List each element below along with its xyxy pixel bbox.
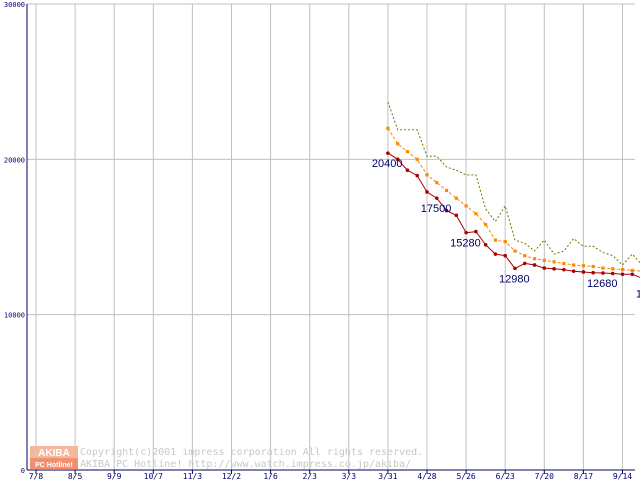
x-tick-label: 7/8 xyxy=(29,472,44,480)
min-price-point xyxy=(425,190,429,194)
x-tick-label: 11/3 xyxy=(183,472,202,480)
logo-bottom-text: PC Hotline! xyxy=(35,462,73,469)
y-tick-label: 10000 xyxy=(4,312,25,320)
min-price-point xyxy=(493,252,498,256)
avg-price-line xyxy=(387,128,640,272)
min-price-point xyxy=(581,270,586,274)
y-tick-label: 30000 xyxy=(4,1,25,9)
x-tick-label: 12/2 xyxy=(222,472,241,480)
min-price-point xyxy=(415,173,420,178)
avg-price-point xyxy=(464,204,468,208)
avg-price-point xyxy=(630,268,634,272)
x-tick-label: 3/3 xyxy=(342,472,357,480)
min-price-point xyxy=(562,267,566,272)
avg-price-point xyxy=(591,264,595,269)
min-price-point xyxy=(444,208,449,213)
min-price-point xyxy=(513,266,517,271)
avg-price-point xyxy=(493,238,498,242)
min-price-point xyxy=(395,157,400,162)
x-tick-label: 6/23 xyxy=(496,472,515,480)
x-tick-label: 10/7 xyxy=(144,472,163,480)
x-tick-label: 8/17 xyxy=(574,472,593,480)
min-price-point xyxy=(464,230,468,235)
avg-price-point xyxy=(396,142,400,146)
min-price-point xyxy=(405,168,410,173)
avg-price-point xyxy=(415,157,419,161)
avg-price-point xyxy=(513,249,517,253)
min-price-point xyxy=(620,272,625,277)
avg-price-point xyxy=(503,240,507,244)
min-price-point xyxy=(601,271,605,275)
x-tick-label: 9/9 xyxy=(107,472,122,480)
min-price-point xyxy=(386,151,390,155)
x-tick-label: 7/20 xyxy=(535,472,554,480)
min-price-point xyxy=(571,269,576,273)
avg-price-point xyxy=(484,222,488,227)
avg-price-point xyxy=(552,260,556,264)
axes: 0 10000 20000 30000 7/8 8/5 9/9 10/7 11/3 12/2 1/6… xyxy=(4,1,635,480)
avg-price-point xyxy=(611,267,615,271)
min-price-point xyxy=(454,213,459,218)
avg-price-point xyxy=(454,196,458,200)
data-label: 12980 xyxy=(499,273,530,285)
avg-price-point xyxy=(386,126,390,130)
avg-price-point xyxy=(562,261,566,266)
x-tick-label: 5/26 xyxy=(456,472,475,480)
min-price-line xyxy=(387,152,640,278)
min-price-point xyxy=(483,242,488,247)
data-label: 11999 xyxy=(636,289,640,301)
akiba-logo: AKIBA PC Hotline! xyxy=(30,446,78,469)
copyright-watermark: AKIBA PC Hotline! Copyright(c)2001 impre… xyxy=(30,446,423,470)
min-price-point xyxy=(542,266,547,270)
min-price-point xyxy=(552,267,556,271)
min-price-point xyxy=(610,271,615,276)
min-price-point xyxy=(474,229,478,234)
x-tick-label: 4/28 xyxy=(417,472,436,480)
avg-price-point xyxy=(435,181,439,185)
avg-price-point xyxy=(572,263,576,267)
avg-price-point xyxy=(542,258,546,262)
avg-price-point xyxy=(405,149,410,154)
x-tick-label: 1/6 xyxy=(263,472,278,480)
avg-price-point xyxy=(474,212,478,216)
y-tick-label: 0 xyxy=(21,467,25,475)
avg-price-point xyxy=(523,254,527,258)
avg-price-point xyxy=(444,188,449,192)
min-price-point xyxy=(591,270,595,275)
data-label: 15280 xyxy=(450,238,481,250)
max-price-line xyxy=(387,101,640,266)
logo-top-text: AKIBA xyxy=(38,448,70,459)
min-price-point xyxy=(434,196,439,200)
min-price-point xyxy=(630,272,635,277)
avg-price-point xyxy=(532,257,537,261)
x-tick-label: 3/31 xyxy=(378,472,397,480)
site-url-line: AKIBA PC Hotline! http://www.watch.impre… xyxy=(80,459,411,470)
data-label: 20400 xyxy=(372,158,403,170)
data-label: 12680 xyxy=(587,278,618,290)
data-labels: 20400 17500 15280 12980 12680 11999 xyxy=(372,158,640,300)
data-label: 17500 xyxy=(421,203,452,215)
avg-price-point xyxy=(620,268,625,272)
avg-price-point xyxy=(601,266,605,270)
copyright-line: Copyright(c)2001 impress corporation All… xyxy=(80,447,423,458)
min-price-point xyxy=(522,261,527,266)
x-tick-label: 2/3 xyxy=(302,472,317,480)
min-price-point xyxy=(503,253,508,258)
avg-price-point xyxy=(581,264,585,268)
min-price-point xyxy=(532,263,537,267)
x-tick-label: 8/5 xyxy=(68,472,83,480)
avg-price-point xyxy=(425,173,429,177)
grid xyxy=(27,3,635,470)
y-tick-label: 20000 xyxy=(4,156,25,164)
series xyxy=(386,101,640,278)
x-tick-label: 9/14 xyxy=(613,472,632,480)
